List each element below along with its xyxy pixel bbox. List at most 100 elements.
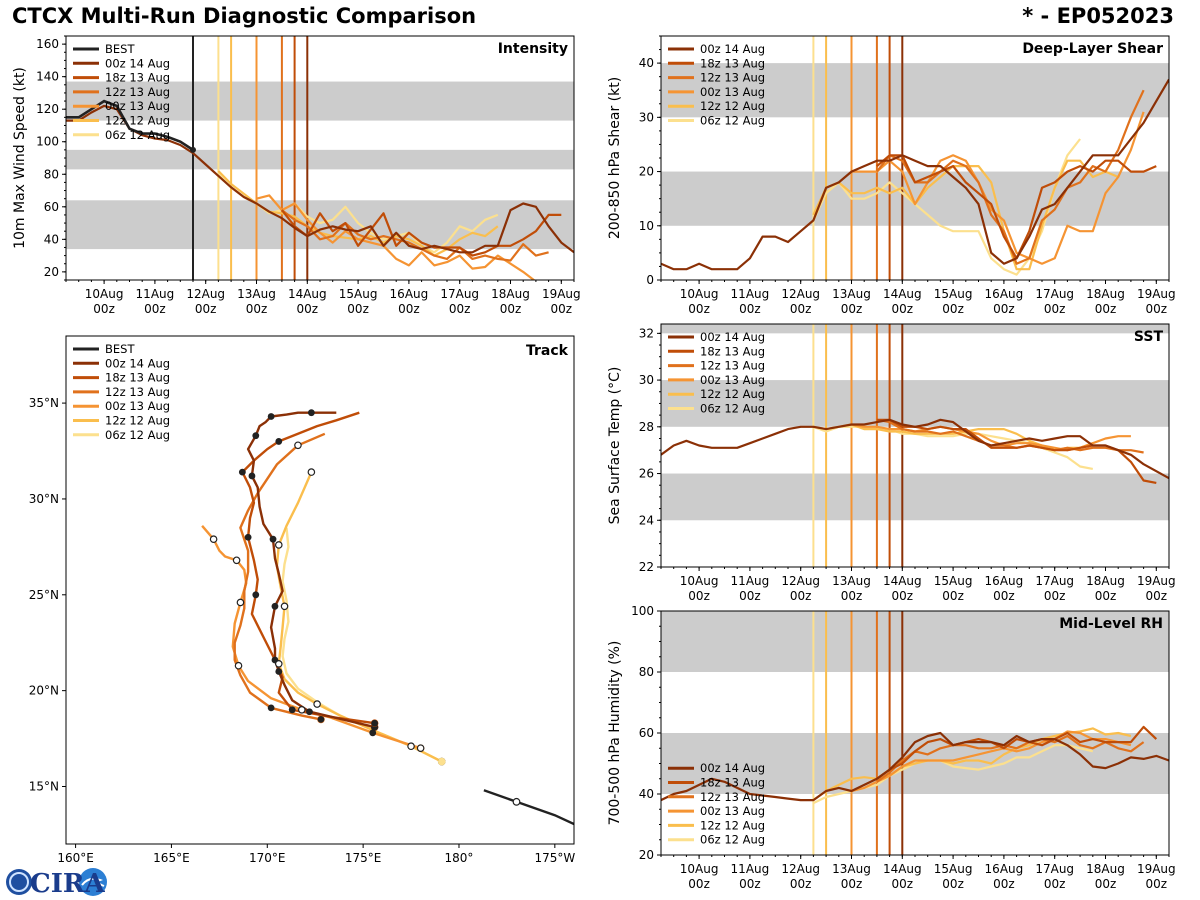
y-tick-label: 20: [44, 265, 59, 279]
series-line-2: [281, 209, 549, 262]
x-tick-label-hour: 00z: [790, 302, 812, 316]
legend-label: 00z 14 Aug: [700, 761, 765, 775]
legend-label: 18z 13 Aug: [700, 344, 765, 358]
x-tick-label-date: 17Aug: [1035, 862, 1074, 876]
x-tick-label-hour: 00z: [993, 302, 1015, 316]
y-tick-label: 26: [639, 467, 654, 481]
x-tick-label-hour: 00z: [892, 877, 914, 891]
legend-label: 00z 13 Aug: [700, 85, 765, 99]
x-tick-label-hour: 00z: [739, 589, 761, 603]
x-tick-label-date: 12Aug: [781, 574, 820, 588]
track-filled-marker: [244, 533, 252, 541]
y-tick-label: 0: [646, 273, 654, 287]
legend-label: BEST: [105, 42, 135, 56]
series-line-2: [876, 734, 1145, 783]
panel-track: 160°E 165°E 170°E 175°E 180° 175°W 15°N 20°N 25°…: [29, 335, 575, 865]
plot-area: [661, 324, 1169, 567]
x-tick-label-date: 12Aug: [781, 862, 820, 876]
panel-title: Deep-Layer Shear: [1022, 41, 1163, 57]
x-tick-label-hour: 00z: [246, 302, 268, 316]
y-tick-label: 140: [36, 70, 59, 84]
track-filled-marker: [252, 432, 260, 440]
legend-label: 12z 13 Aug: [105, 385, 170, 399]
legend-label: 00z 13 Aug: [700, 373, 765, 387]
legend-label: 00z 14 Aug: [105, 56, 170, 70]
x-tick-label-date: 11Aug: [731, 862, 770, 876]
x-tick-label-hour: 00z: [688, 302, 710, 316]
threshold-band: [661, 63, 1169, 118]
y-axis-label: 10m Max Wind Speed (kt): [12, 67, 28, 249]
panel-rh: 2040608010010Aug00z11Aug00z12Aug00z13Aug…: [607, 604, 1176, 891]
axes-frame: [65, 335, 575, 845]
track-filled-marker: [317, 715, 325, 723]
legend-label: 12z 12 Aug: [700, 818, 765, 832]
y-tick-label: 120: [36, 102, 59, 116]
x-tick-label: 165°E: [153, 851, 190, 865]
logo-seal-icon: [79, 868, 107, 896]
best-line: [66, 99, 194, 151]
x-tick-label-hour: 00z: [790, 589, 812, 603]
legend-label: 18z 13 Aug: [105, 371, 170, 385]
legend-label: BEST: [105, 342, 135, 356]
panel-intensity: 2040608010012014016010Aug00z11Aug00z12Au…: [12, 35, 581, 316]
y-axis-label: 200-850 hPa Shear (kt): [607, 77, 623, 239]
panel-shear: 01020304010Aug00z11Aug00z12Aug00z13Aug00…: [607, 35, 1176, 316]
x-tick-label: 160°E: [57, 851, 94, 865]
track-filled-marker: [275, 668, 283, 675]
legend-label: 00z 13 Aug: [700, 804, 765, 818]
x-tick-label-hour: 00z: [144, 302, 166, 316]
x-tick-label-date: 18Aug: [1086, 862, 1125, 876]
logo-text: CIRA: [30, 869, 105, 898]
x-tick-label-date: 13Aug: [832, 574, 871, 588]
x-tick-label-date: 11Aug: [731, 574, 770, 588]
best-track-marker: [512, 797, 521, 806]
legend-label: 06z 12 Aug: [105, 428, 170, 442]
y-axis-label: Sea Surface Temp (°C): [607, 367, 623, 525]
panel-title: Intensity: [498, 41, 568, 57]
y-tick-label: 100: [36, 135, 59, 149]
x-tick-label-hour: 00z: [993, 589, 1015, 603]
series-line-0: [661, 78, 1169, 271]
x-tick-label-date: 16Aug: [390, 287, 429, 301]
series-line-0: [661, 418, 1169, 480]
x-tick-label-date: 13Aug: [237, 287, 276, 301]
legend-label: 18z 13 Aug: [700, 776, 765, 790]
x-tick-label-date: 17Aug: [1035, 574, 1074, 588]
y-tick-label: 35°N: [29, 396, 59, 410]
x-tick-label-date: 12Aug: [781, 287, 820, 301]
series-line-1: [281, 209, 562, 257]
y-tick-label: 40: [639, 787, 654, 801]
legend-label: 12z 13 Aug: [700, 790, 765, 804]
x-tick-label: 175°W: [534, 851, 575, 865]
track-filled-marker: [369, 729, 377, 737]
x-tick-label-hour: 00z: [942, 877, 964, 891]
x-tick-label-date: 19Aug: [1137, 574, 1176, 588]
x-tick-label-date: 18Aug: [491, 287, 530, 301]
x-tick-label-hour: 00z: [195, 302, 217, 316]
x-tick-label-date: 15Aug: [934, 287, 973, 301]
y-tick-label: 20°N: [29, 684, 59, 698]
logo-globe-highlight: [9, 872, 29, 892]
x-tick-label-hour: 00z: [500, 302, 522, 316]
legend-label: 18z 13 Aug: [105, 71, 170, 85]
track-line-4: [275, 471, 443, 763]
y-tick-label: 25°N: [29, 588, 59, 602]
best-track-line: [483, 789, 574, 826]
x-tick-label-date: 14Aug: [883, 287, 922, 301]
x-tick-label-hour: 00z: [1044, 877, 1066, 891]
x-tick-label-hour: 00z: [93, 302, 115, 316]
x-tick-label: 170°E: [249, 851, 286, 865]
legend-label: 00z 14 Aug: [105, 356, 170, 370]
y-tick-label: 30: [639, 373, 654, 387]
track-open-marker: [313, 700, 321, 708]
y-tick-label: 40: [639, 56, 654, 70]
threshold-band: [661, 324, 1169, 334]
x-tick-label-hour: 00z: [1095, 877, 1117, 891]
x-tick-label-hour: 00z: [1095, 302, 1117, 316]
x-tick-label-date: 11Aug: [136, 287, 175, 301]
legend-label: 12z 12 Aug: [105, 114, 170, 128]
x-tick-label-hour: 00z: [688, 589, 710, 603]
series-line-3: [851, 111, 1145, 265]
track-filled-marker: [267, 413, 275, 420]
y-tick-label: 32: [639, 326, 654, 340]
